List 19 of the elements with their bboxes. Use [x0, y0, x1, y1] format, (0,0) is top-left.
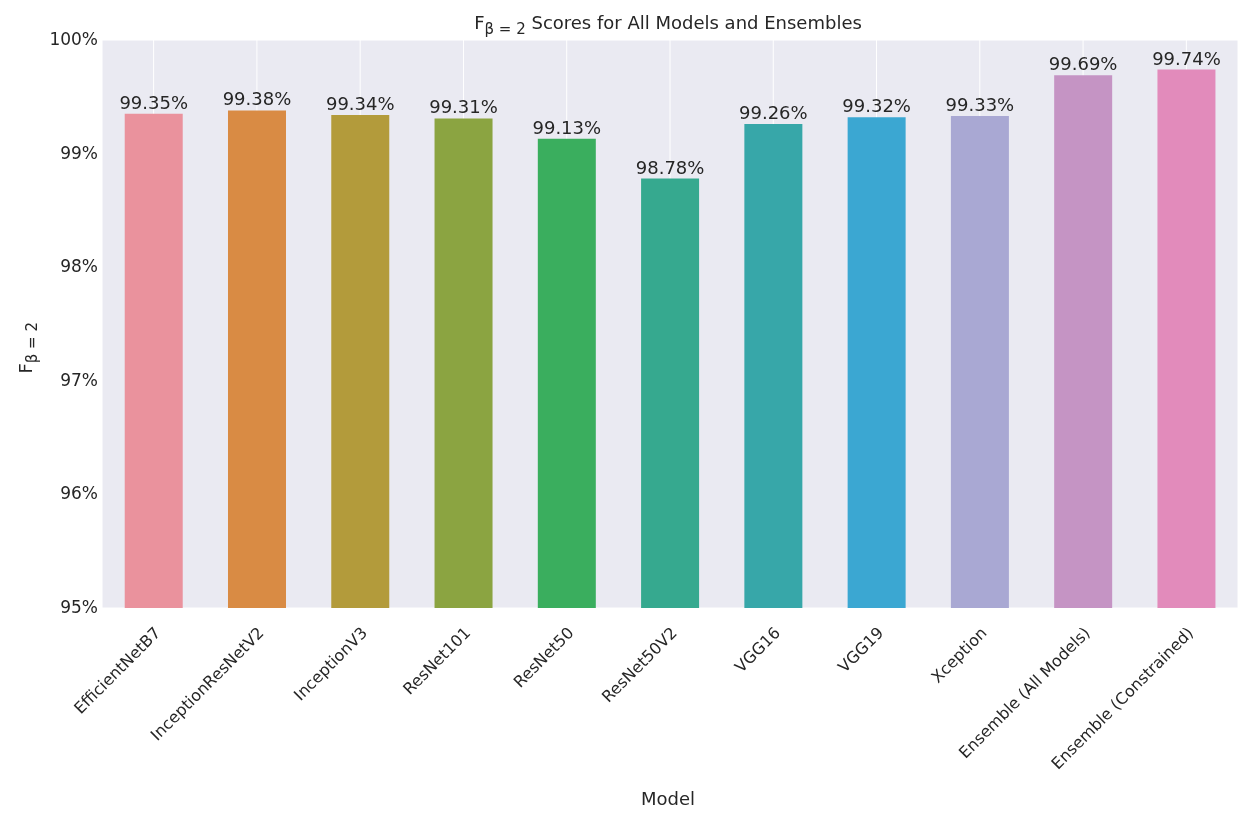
chart-title: F$_{β = 2}$ Scores for All Models and Ensembles	[474, 12, 862, 38]
data-label: 99.31%	[429, 96, 498, 118]
data-label: 99.26%	[739, 102, 808, 124]
y-tick-label: 100%	[48, 29, 98, 49]
y-tick-label: 96%	[59, 483, 98, 504]
data-label: 99.13%	[532, 116, 602, 138]
data-label: 98.78%	[635, 156, 705, 178]
data-label: 99.35%	[119, 91, 189, 113]
data-label: 99.38%	[222, 88, 292, 110]
y-tick-label: 95%	[59, 597, 98, 617]
data-label: 99.32%	[842, 95, 911, 117]
y-tick-label: 97%	[59, 369, 98, 390]
data-label: 99.34%	[325, 92, 395, 114]
y-tick-label: 99%	[59, 142, 98, 163]
data-label: 99.33%	[945, 94, 1015, 116]
data-label: 99.74%	[1152, 47, 1221, 69]
x-axis-title: Model	[640, 788, 696, 809]
data-label: 99.69%	[1048, 53, 1118, 75]
y-tick-label: 98%	[59, 256, 98, 277]
